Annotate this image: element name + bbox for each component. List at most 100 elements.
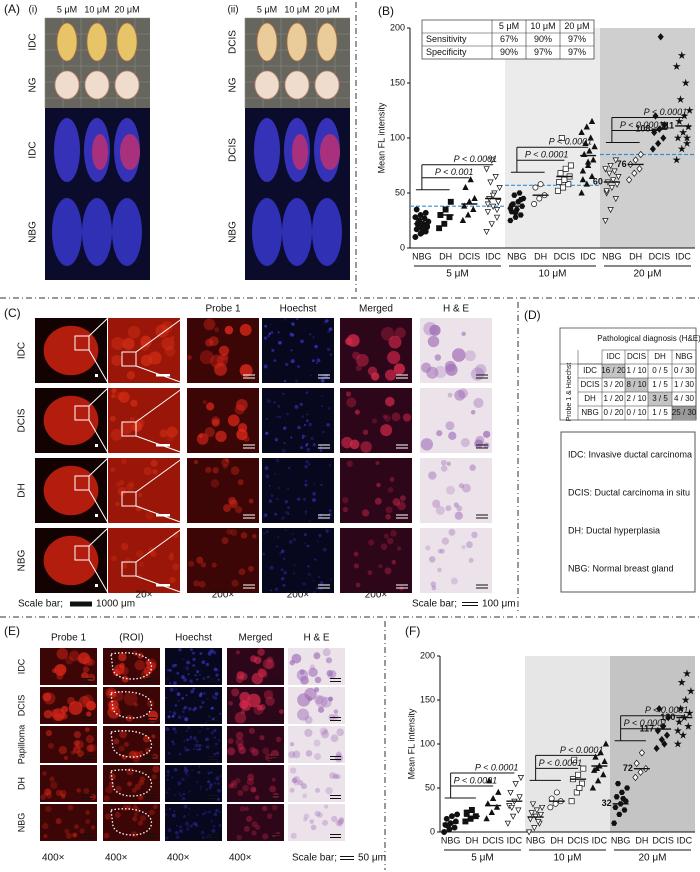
data-point <box>614 780 622 787</box>
data-point <box>463 809 470 816</box>
table-cell: 3 / 5 <box>652 394 668 403</box>
data-point <box>673 739 682 748</box>
label: 20 μM <box>114 4 139 14</box>
feature <box>110 428 123 441</box>
feature <box>327 673 333 680</box>
feature <box>251 748 259 756</box>
feature <box>194 823 198 827</box>
label: (F) <box>405 624 420 638</box>
roi-outline <box>110 769 152 797</box>
feature <box>86 744 94 753</box>
data-point <box>567 162 574 169</box>
data-point <box>607 207 614 214</box>
row-label: DCIS <box>228 30 239 54</box>
feature <box>262 747 270 755</box>
feature <box>111 555 117 562</box>
feature <box>74 824 79 830</box>
feature <box>168 807 172 811</box>
feature <box>303 542 306 545</box>
feature <box>346 334 360 347</box>
feature <box>183 707 185 710</box>
feature <box>115 482 121 488</box>
mean-label: 108 <box>635 124 650 134</box>
feature <box>119 662 125 669</box>
feature <box>174 704 178 707</box>
feature <box>134 659 146 671</box>
feature <box>191 651 195 655</box>
feature <box>355 365 362 372</box>
feature <box>304 483 308 487</box>
feature <box>119 479 125 486</box>
feature <box>454 389 466 401</box>
feature <box>85 818 91 825</box>
tissue <box>43 465 99 516</box>
feature <box>387 350 401 365</box>
micrograph <box>187 388 259 453</box>
feature <box>76 788 82 793</box>
data-point <box>454 811 461 818</box>
feature <box>296 497 301 501</box>
x-tick-label: NBG <box>507 251 527 261</box>
feature <box>328 512 332 516</box>
feature <box>199 705 203 709</box>
feature <box>292 750 301 759</box>
feature <box>213 696 218 700</box>
feature <box>336 751 342 758</box>
y-tick-label: 0 <box>400 242 405 252</box>
feature <box>78 652 90 665</box>
table-cell: 0 / 10 <box>626 408 647 417</box>
feature <box>190 689 194 694</box>
feature <box>288 540 293 544</box>
feature <box>86 711 92 717</box>
feature <box>131 831 138 838</box>
x-tick-label: DCIS <box>554 251 576 261</box>
feature <box>282 392 285 395</box>
feature <box>336 820 344 827</box>
feature <box>218 823 222 827</box>
feature <box>237 743 245 751</box>
feature <box>192 664 196 667</box>
feature <box>76 656 83 663</box>
data-point <box>672 155 681 164</box>
feature <box>45 788 52 795</box>
feature <box>206 727 209 730</box>
data-point <box>412 214 419 221</box>
feature <box>304 464 308 469</box>
table-cell: IDC <box>583 366 597 375</box>
feature <box>326 347 331 352</box>
feature <box>146 699 155 708</box>
feature <box>239 323 252 336</box>
table-row-name: Specificity <box>426 47 467 57</box>
data-point <box>681 78 690 87</box>
feature <box>292 537 297 542</box>
data-point <box>489 192 497 199</box>
feature <box>394 327 406 339</box>
feature <box>47 742 54 749</box>
feature <box>143 466 152 476</box>
data-point <box>536 195 543 202</box>
feature <box>283 571 287 575</box>
feature <box>428 471 437 480</box>
x-tick-label: DCIS <box>567 835 589 845</box>
feature <box>267 656 274 663</box>
feature <box>322 430 325 434</box>
zoom-box <box>74 475 90 491</box>
feature <box>237 479 244 486</box>
feature <box>322 547 327 552</box>
feature <box>301 415 305 419</box>
feature <box>315 695 328 708</box>
data-point <box>578 128 585 135</box>
data-point <box>557 170 564 177</box>
feature <box>322 648 331 657</box>
feature <box>198 744 202 748</box>
feature <box>254 824 261 831</box>
feature <box>165 727 170 732</box>
table-cell: NBG <box>581 408 598 417</box>
y-tick-label: 150 <box>390 77 405 87</box>
feature <box>234 712 247 724</box>
feature <box>380 327 395 341</box>
label: 400× <box>105 853 128 864</box>
feature <box>193 459 199 465</box>
feature <box>165 836 169 840</box>
row-label: IDC <box>17 342 28 359</box>
